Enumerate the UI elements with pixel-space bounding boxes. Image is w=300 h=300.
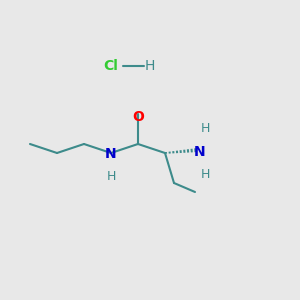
Text: H: H xyxy=(106,170,116,184)
Text: Cl: Cl xyxy=(103,59,118,73)
Text: N: N xyxy=(194,145,205,158)
Text: N: N xyxy=(105,148,117,161)
Text: H: H xyxy=(201,167,210,181)
Text: H: H xyxy=(201,122,210,136)
Text: H: H xyxy=(145,59,155,73)
Text: O: O xyxy=(132,110,144,124)
